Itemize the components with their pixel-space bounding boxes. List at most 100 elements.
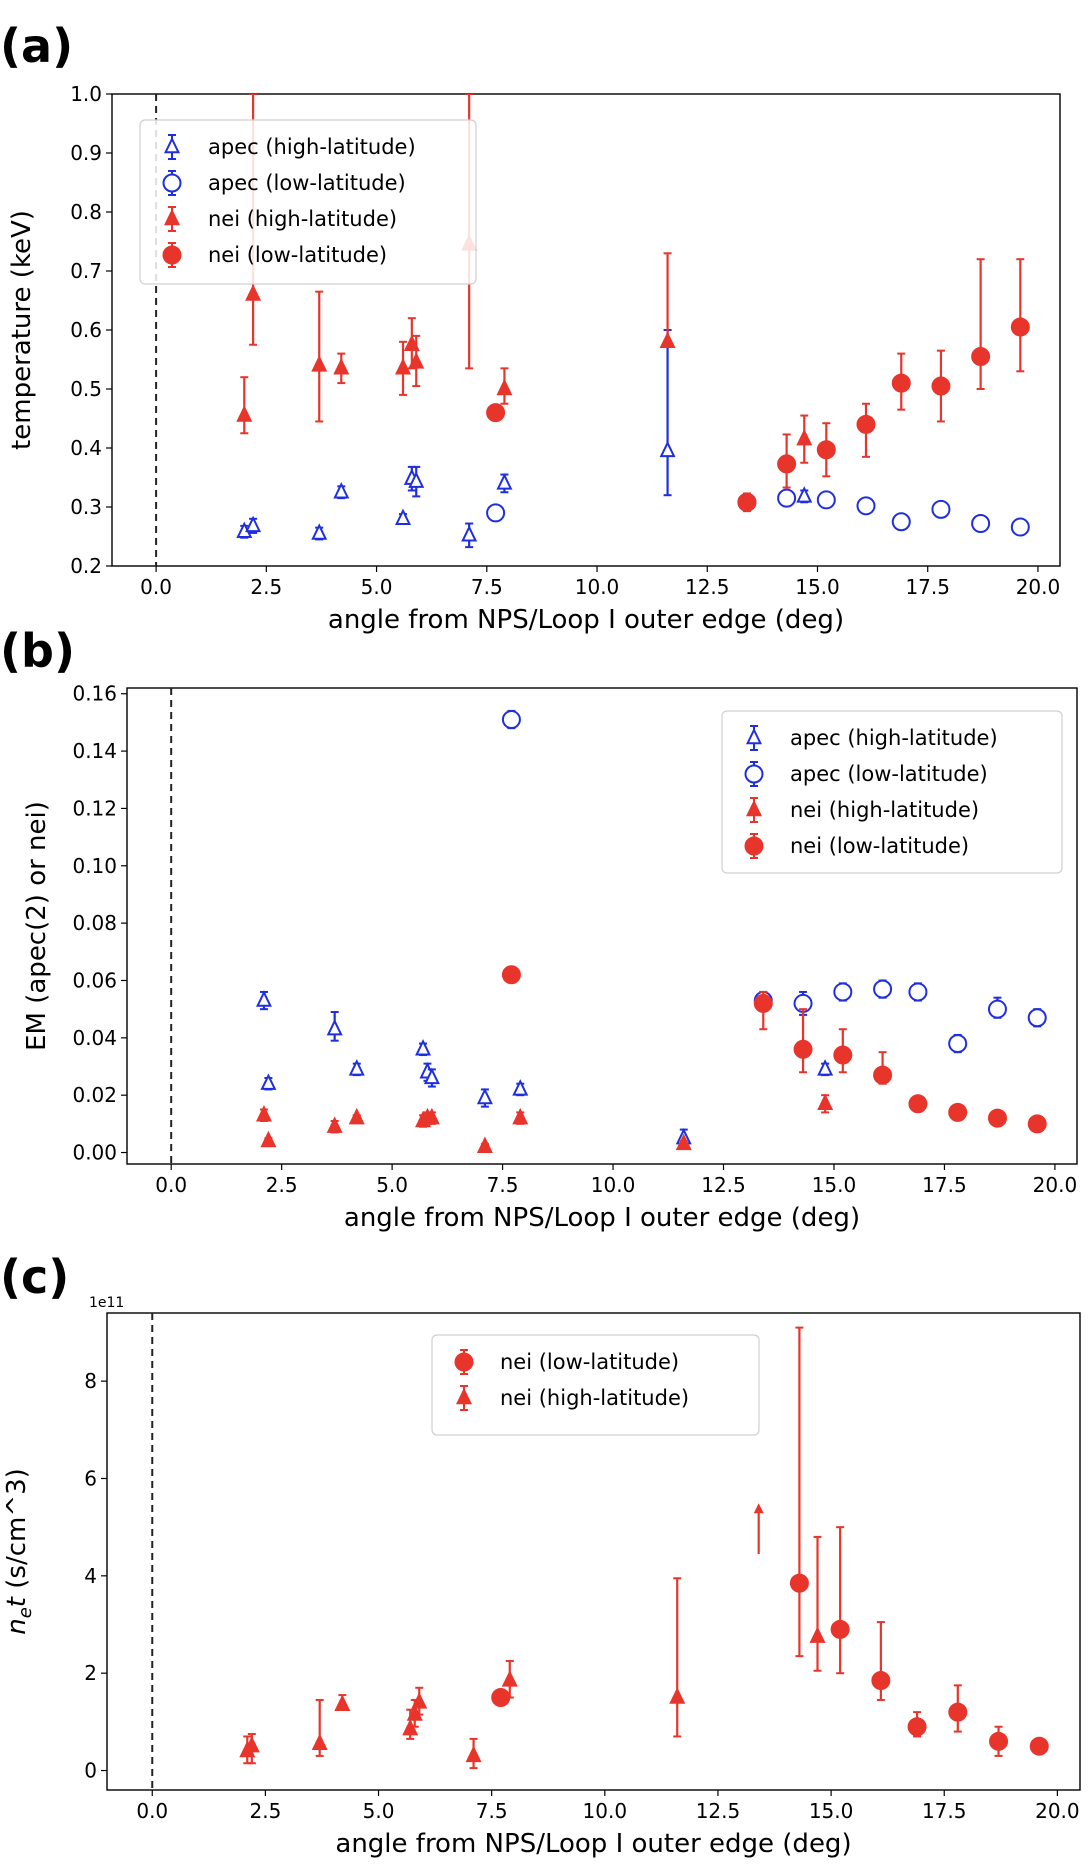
data-point [856, 414, 876, 434]
data-point [501, 1670, 518, 1687]
legend-marker [162, 173, 182, 193]
x-tick-label: 17.5 [922, 1799, 967, 1823]
y-tick-label: 0.9 [70, 141, 102, 165]
legend-label: apec (low-latitude) [790, 762, 988, 786]
panel-label: (b) [0, 624, 75, 678]
legend: apec (high-latitude) apec (low-latitude) n… [139, 119, 477, 285]
x-tick-label: 10.0 [575, 575, 620, 599]
y-tick-label: 0.2 [70, 554, 102, 578]
legend-label: nei (low-latitude) [500, 1350, 679, 1374]
data-point [402, 1718, 419, 1736]
legend-marker [162, 245, 182, 265]
data-point [423, 1107, 440, 1125]
legend-marker [746, 799, 762, 817]
data-point [796, 428, 813, 446]
y-tick-label: 0.5 [70, 377, 102, 401]
data-area [236, 94, 1030, 549]
y-tick-label: 0.8 [70, 200, 102, 224]
y-tick-label: 0.12 [72, 796, 117, 820]
data-point [465, 1745, 482, 1763]
data-point [334, 1694, 351, 1712]
x-axis-label: angle from NPS/Loop I outer edge (deg) [335, 1829, 851, 1859]
data-point [311, 523, 328, 540]
data-point [793, 1039, 813, 1059]
x-tick-label: 7.5 [487, 1173, 519, 1197]
legend-label: apec (high-latitude) [208, 135, 416, 159]
data-point [408, 352, 425, 369]
data-point [423, 1067, 440, 1085]
y-tick-label: 0.7 [70, 259, 102, 283]
y-axis-label: net (s/cm^3) [2, 1468, 36, 1635]
data-point [891, 512, 911, 532]
legend-box [721, 710, 1063, 874]
legend-label: nei (low-latitude) [790, 834, 969, 858]
y-tick-label: 0.14 [72, 739, 117, 763]
x-tick-label: 0.0 [136, 1799, 168, 1823]
data-point [333, 358, 350, 375]
x-tick-label: 12.5 [685, 575, 730, 599]
data-point [255, 990, 272, 1007]
lower-limit-arrowhead [753, 1503, 764, 1514]
data-point [326, 1116, 343, 1133]
data-point [408, 471, 425, 488]
data-point [796, 486, 813, 503]
data-point [1027, 1114, 1047, 1134]
data-point [501, 710, 521, 730]
legend-marker [456, 1387, 472, 1405]
data-point [496, 473, 513, 490]
data-point [948, 1702, 968, 1722]
panel-c: (c) 0.0 2.5 5.0 7.5 10.0 12.5 15.0 17.5 20.0 0 2 4 6 8… [0, 1250, 1081, 1859]
y-tick-label: 1.0 [70, 82, 102, 106]
data-point [1010, 517, 1030, 537]
data-point [777, 454, 797, 474]
data-point [659, 331, 676, 348]
y-tick-label: 0.00 [72, 1141, 117, 1165]
data-point [856, 496, 876, 516]
data-point [987, 1108, 1007, 1128]
x-tick-label: 12.5 [701, 1173, 746, 1197]
data-point [411, 1692, 428, 1709]
data-point [476, 1136, 493, 1153]
legend-label: apec (high-latitude) [790, 726, 998, 750]
panel-label: (a) [0, 19, 73, 73]
data-point [908, 1094, 928, 1114]
data-point [395, 508, 412, 525]
data-point [737, 492, 757, 512]
x-tick-label: 7.5 [471, 575, 503, 599]
data-point [816, 490, 836, 510]
x-tick-label: 17.5 [905, 575, 950, 599]
data-point [406, 1704, 423, 1721]
data-point [989, 1731, 1009, 1751]
axis-offset-text: 1e11 [89, 1295, 124, 1311]
y-tick-label: 0.3 [70, 495, 102, 519]
panel-a: (a) 0.0 2.5 5.0 7.5 10.0 12.5 15.0 17.5 20.0 0.2 0.… [0, 19, 1061, 635]
data-point [987, 999, 1007, 1019]
data-point [415, 1039, 432, 1056]
data-point [243, 1735, 260, 1753]
x-tick-label: 5.0 [363, 1799, 395, 1823]
x-axis-label: angle from NPS/Loop I outer edge (deg) [328, 605, 844, 635]
data-point [971, 514, 991, 534]
y-tick-label: 0.06 [72, 968, 117, 992]
data-point [260, 1073, 277, 1090]
x-tick-label: 0.0 [155, 1173, 187, 1197]
legend-label: nei (high-latitude) [790, 798, 979, 822]
y-axis-label: EM (apec(2) or nei) [22, 801, 52, 1051]
data-point [311, 355, 328, 372]
data-point [255, 1104, 272, 1122]
data-point [817, 1059, 834, 1076]
data-point [675, 1133, 692, 1151]
x-tick-label: 17.5 [922, 1173, 967, 1197]
data-point [669, 1687, 686, 1704]
y-tick-label: 0.6 [70, 318, 102, 342]
x-tick-label: 20.0 [1033, 1173, 1078, 1197]
x-tick-label: 10.0 [591, 1173, 636, 1197]
x-tick-label: 20.0 [1016, 575, 1061, 599]
data-point [236, 405, 253, 422]
legend-label: apec (low-latitude) [208, 171, 406, 195]
data-point [873, 1065, 893, 1085]
data-point [512, 1107, 529, 1125]
legend: nei (low-latitude) nei (high-latitude) [431, 1334, 760, 1436]
x-tick-label: 0.0 [140, 575, 172, 599]
legend-marker [746, 727, 762, 745]
